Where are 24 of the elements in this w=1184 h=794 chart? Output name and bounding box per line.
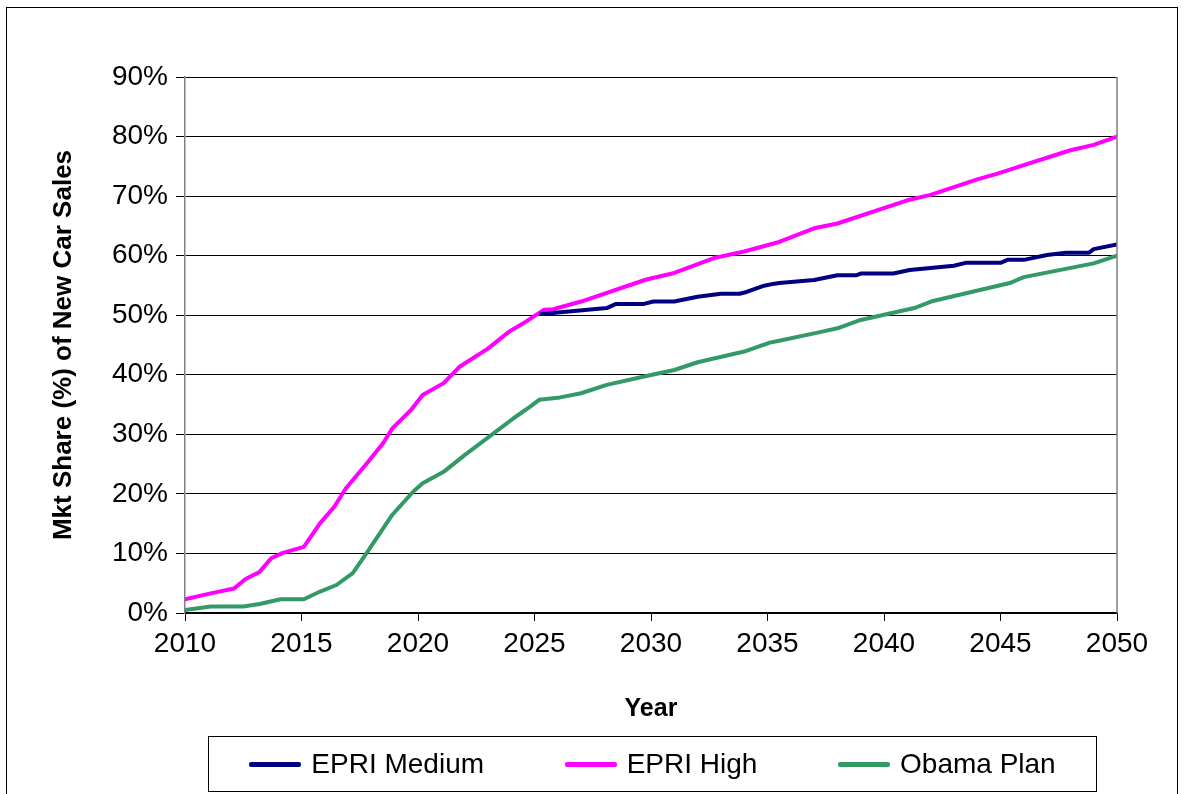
y-tick-label: 60% bbox=[111, 238, 168, 270]
y-tick-label: 10% bbox=[111, 536, 168, 568]
x-tick-label: 2020 bbox=[386, 626, 450, 658]
y-tick-label: 50% bbox=[111, 297, 168, 329]
y-tick-label: 30% bbox=[111, 417, 168, 449]
x-tick-label: 2010 bbox=[153, 626, 217, 658]
legend-label: EPRI Medium bbox=[311, 748, 485, 780]
legend-label: EPRI High bbox=[626, 748, 758, 780]
y-tick-label: 70% bbox=[111, 178, 168, 210]
x-tick-label: 2025 bbox=[503, 626, 566, 658]
x-tick-label: 2050 bbox=[1085, 626, 1149, 658]
y-tick-label: 80% bbox=[111, 119, 168, 151]
y-tick-label: 40% bbox=[111, 357, 168, 389]
x-tick-label: 2030 bbox=[619, 626, 683, 658]
x-tick-label: 2015 bbox=[270, 626, 333, 658]
y-tick-label: 90% bbox=[111, 59, 168, 91]
x-axis-title: Year bbox=[624, 692, 678, 721]
y-axis-title: Mkt Share (%) of New Car Sales bbox=[46, 149, 77, 541]
x-tick-label: 2035 bbox=[736, 626, 799, 658]
x-tick-label: 2040 bbox=[852, 626, 916, 658]
y-tick-label: 20% bbox=[111, 476, 168, 508]
y-tick-label: 0% bbox=[127, 595, 168, 627]
x-tick-label: 2045 bbox=[969, 626, 1032, 658]
legend-label: Obama Plan bbox=[900, 748, 1056, 780]
